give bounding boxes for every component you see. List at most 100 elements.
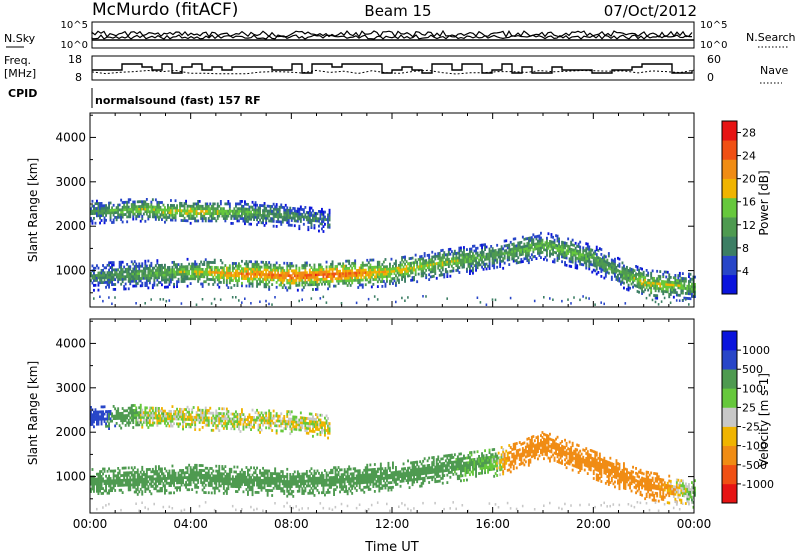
echo-cell — [623, 281, 625, 285]
echo-cell — [428, 256, 431, 259]
echo-cell — [633, 276, 636, 280]
echo-cell — [393, 277, 396, 280]
echo-cell — [348, 480, 351, 483]
echo-cell — [402, 275, 405, 279]
echo-cell — [198, 473, 201, 477]
echo-cell — [158, 203, 160, 207]
echo-cell — [432, 255, 435, 259]
echo-cell — [357, 471, 360, 475]
echo-cell — [339, 483, 341, 486]
echo-cell — [339, 490, 341, 494]
echo-cell — [642, 273, 645, 277]
echo-cell — [567, 298, 569, 301]
echo-cell — [159, 201, 162, 204]
echo-cell — [321, 222, 323, 226]
echo-cell — [136, 269, 139, 273]
echo-cell — [171, 261, 174, 264]
echo-cell — [91, 199, 94, 203]
echo-cell — [147, 205, 150, 209]
echo-cell — [392, 265, 394, 268]
echo-cell — [562, 246, 565, 249]
echo-cell — [192, 214, 195, 218]
echo-cell — [654, 300, 657, 304]
echo-cell — [340, 302, 343, 305]
echo-cell — [105, 214, 107, 217]
echo-cell — [241, 475, 243, 479]
echo-cell — [121, 201, 124, 204]
echo-cell — [204, 466, 207, 470]
echo-cell — [242, 277, 245, 280]
echo-cell — [627, 278, 630, 282]
echo-cell — [657, 289, 660, 293]
echo-cell — [678, 286, 681, 290]
echo-cell — [283, 208, 286, 212]
echo-cell — [192, 478, 195, 482]
echo-cell — [94, 276, 97, 280]
echo-cell — [342, 279, 345, 283]
echo-cell — [659, 270, 662, 273]
echo-cell — [484, 248, 486, 251]
echo-cell — [310, 283, 313, 287]
echo-cell — [524, 257, 527, 260]
echo-cell — [447, 265, 450, 268]
echo-cell — [182, 277, 184, 281]
echo-cell — [384, 284, 387, 288]
echo-cell — [318, 268, 320, 272]
echo-cell — [441, 261, 444, 264]
echo-cell — [94, 283, 97, 287]
echo-cell — [124, 478, 127, 482]
echo-cell — [473, 256, 476, 260]
echo-cell — [678, 281, 681, 285]
echo-cell — [212, 202, 215, 206]
echo-cell — [390, 279, 393, 283]
echo-cell — [312, 474, 314, 478]
echo-cell — [94, 274, 97, 277]
echo-cell — [325, 265, 328, 269]
echo-cell — [302, 492, 305, 495]
echo-cell — [188, 277, 191, 281]
echo-cell — [135, 274, 138, 278]
echo-cell — [308, 469, 311, 473]
echo-cell — [118, 260, 121, 264]
echo-cell — [286, 208, 289, 212]
echo-cell — [180, 214, 183, 217]
echo-cell — [182, 265, 184, 269]
echo-cell — [361, 488, 364, 492]
echo-cell — [186, 466, 189, 470]
echo-cell — [330, 486, 332, 489]
echo-cell — [666, 280, 669, 284]
echo-cell — [511, 252, 514, 256]
echo-cell — [91, 221, 94, 225]
echo-cell — [484, 258, 486, 261]
echo-cell — [263, 206, 266, 210]
echo-cell — [102, 273, 104, 277]
echo-cell — [227, 274, 230, 277]
echo-cell — [443, 256, 446, 259]
echo-cell — [216, 278, 219, 282]
echo-cell — [201, 272, 204, 276]
echo-cell — [179, 272, 181, 276]
echo-cell — [322, 270, 325, 274]
echo-cell — [150, 261, 153, 265]
echo-cell — [118, 481, 121, 485]
echo-cell — [210, 217, 213, 220]
echo-cell — [527, 249, 530, 252]
echo-cell — [259, 483, 261, 487]
echo-cell — [239, 473, 242, 476]
echo-cell — [111, 469, 113, 473]
echo-cell — [265, 273, 268, 276]
echo-cell — [645, 296, 648, 300]
echo-cell — [671, 290, 674, 294]
echo-cell — [293, 209, 296, 213]
echo-cell — [355, 269, 358, 272]
echo-cell — [210, 484, 213, 487]
echo-cell — [144, 269, 147, 273]
echo-cell — [165, 213, 168, 217]
echo-cell — [99, 281, 101, 285]
echo-cell — [527, 251, 530, 255]
echo-cell — [355, 479, 358, 483]
echo-cell — [213, 268, 216, 272]
echo-cell — [689, 297, 692, 301]
echo-cell — [99, 487, 101, 491]
echo-cell — [173, 484, 175, 487]
